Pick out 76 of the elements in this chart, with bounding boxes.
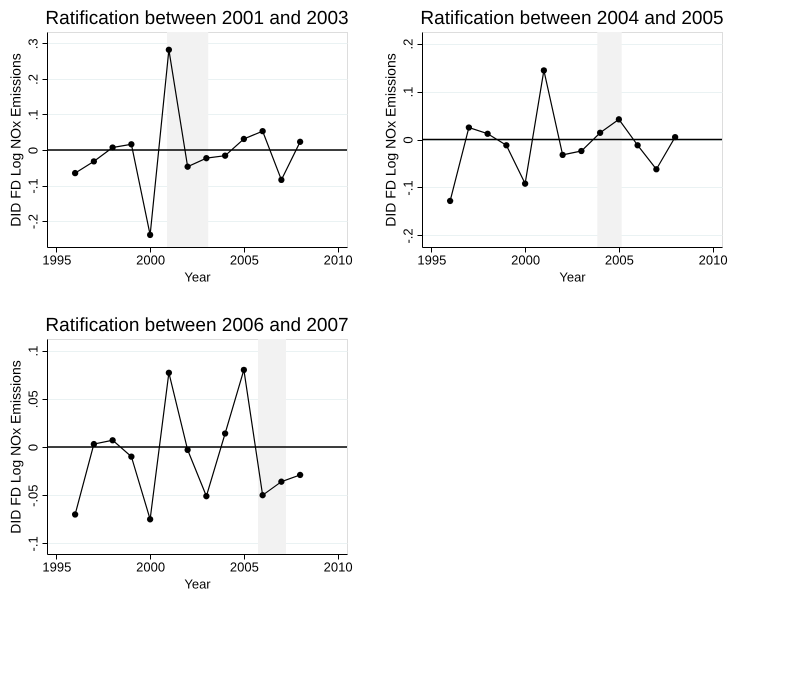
point <box>222 152 228 159</box>
y-tick-label: .2 <box>26 74 40 85</box>
point <box>278 478 285 485</box>
x-tick-label: 1995 <box>42 252 72 268</box>
x-axis-title: Year <box>184 270 212 284</box>
y-tick-label: -.2 <box>400 228 416 244</box>
point <box>522 180 528 187</box>
x-tick-label: 2000 <box>136 252 166 268</box>
point <box>484 130 491 137</box>
point <box>109 437 116 444</box>
y-tick-label: .05 <box>26 390 40 408</box>
point <box>446 198 454 204</box>
point <box>90 440 98 448</box>
point <box>616 116 622 122</box>
point <box>128 453 135 460</box>
point <box>578 148 585 154</box>
point <box>203 492 210 500</box>
y-tick-label: .2 <box>400 38 416 50</box>
y-tick-label: -.05 <box>26 484 40 507</box>
chart-title: Ratification between 2006 and 2007 <box>45 315 349 336</box>
point <box>166 46 172 53</box>
point <box>146 232 154 238</box>
x-tick-label: 2010 <box>324 560 353 574</box>
x-tick-label: 2005 <box>230 252 259 268</box>
y-tick-label: -.1 <box>26 536 40 552</box>
point <box>240 136 248 142</box>
point <box>259 492 266 498</box>
point <box>540 67 548 74</box>
point <box>296 138 304 145</box>
y-tick-label: -.1 <box>400 180 416 196</box>
point <box>259 128 266 134</box>
y-tick-label: 0 <box>26 146 40 154</box>
x-tick-label: 2000 <box>511 252 540 268</box>
point <box>72 511 78 518</box>
point <box>278 176 285 183</box>
point <box>72 170 78 176</box>
point <box>466 124 472 131</box>
y-tick-label: .3 <box>26 38 40 50</box>
x-tick-label: 2010 <box>698 252 728 268</box>
point <box>296 472 304 478</box>
x-tick-label: 1995 <box>417 252 446 268</box>
point <box>559 152 566 158</box>
point <box>203 155 210 162</box>
point <box>109 144 116 151</box>
point <box>653 166 660 172</box>
y-tick-label: .1 <box>26 110 40 120</box>
point <box>184 164 191 170</box>
chart-title: Ratification between 2001 and 2003 <box>45 8 349 29</box>
point <box>672 134 678 140</box>
point <box>222 430 228 437</box>
y-axis-title: DID FD Log NOx Emissions <box>8 53 24 227</box>
x-tick-label: 2000 <box>136 560 166 574</box>
point <box>184 446 191 454</box>
point <box>634 142 641 148</box>
y-tick-label: .1 <box>26 346 40 356</box>
point <box>90 158 98 165</box>
y-tick-label: .1 <box>400 86 416 98</box>
x-tick-label: 1995 <box>42 560 72 574</box>
y-tick-label: 0 <box>400 136 416 144</box>
y-tick-label: 0 <box>26 444 40 452</box>
point <box>240 366 248 374</box>
x-tick-label: 2005 <box>604 252 634 268</box>
y-axis-title: DID FD Log NOx Emissions <box>8 360 24 534</box>
y-tick-label: -.2 <box>26 214 40 230</box>
y-axis-title: DID FD Log NOx Emissions <box>382 53 398 227</box>
x-axis-title: Year <box>184 576 212 592</box>
y-tick-label: -.1 <box>26 178 40 194</box>
point <box>166 370 172 376</box>
point <box>128 141 135 148</box>
point <box>503 142 510 148</box>
point <box>146 516 154 522</box>
x-tick-label: 2010 <box>324 252 353 268</box>
chart-title: Ratification between 2004 and 2005 <box>420 8 724 29</box>
x-tick-label: 2005 <box>230 560 259 574</box>
point <box>596 130 604 136</box>
x-axis-title: Year <box>559 270 586 284</box>
